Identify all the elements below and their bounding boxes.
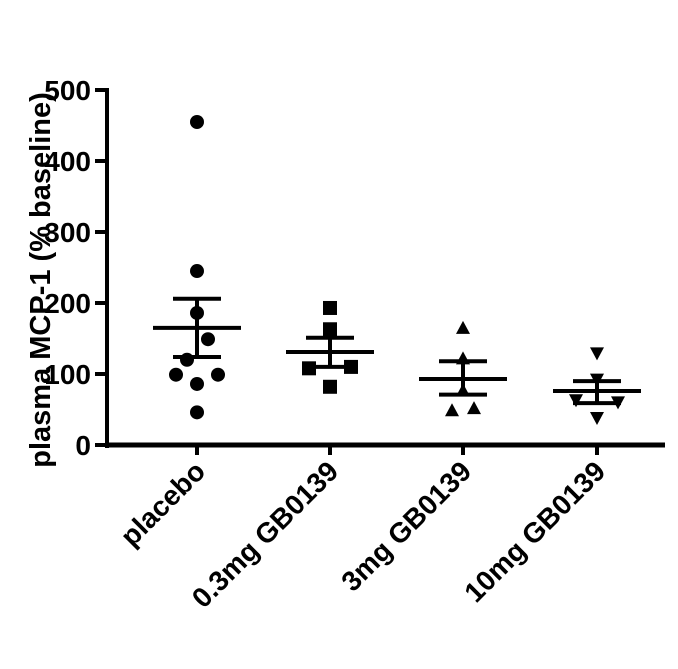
x-tick-label: 0.3mg GB0139 — [186, 455, 344, 613]
data-point — [211, 367, 225, 382]
data-point — [302, 361, 316, 376]
series-10mg-gb0139 — [553, 347, 641, 426]
data-point — [611, 396, 625, 410]
x-tick-label: 3mg GB0139 — [335, 455, 477, 597]
data-point — [190, 114, 204, 129]
data-point — [190, 264, 204, 279]
y-tick-label: 400 — [44, 146, 91, 177]
y-axis-label: plasma MCP-1 (% baseline) — [25, 92, 57, 468]
data-point — [569, 394, 583, 408]
y-tick-label: 100 — [44, 359, 91, 390]
data-point — [323, 322, 337, 337]
data-marks — [153, 114, 641, 426]
data-point — [590, 412, 604, 426]
y-tick-label: 200 — [44, 288, 91, 319]
y-tick-label: 500 — [44, 75, 91, 106]
data-point — [456, 351, 470, 365]
series-3mg-gb0139 — [419, 320, 507, 417]
data-point — [445, 403, 459, 417]
data-point — [180, 352, 194, 367]
y-tick-label: 0 — [75, 430, 91, 461]
data-point — [169, 367, 183, 382]
y-tick-label: 300 — [44, 217, 91, 248]
data-point — [190, 376, 204, 391]
series-0-3mg-gb0139 — [286, 300, 374, 394]
data-point — [323, 379, 337, 394]
data-point — [456, 383, 470, 397]
data-point — [323, 300, 337, 315]
x-tick-label: placebo — [115, 455, 212, 552]
data-point — [344, 359, 358, 374]
series-placebo — [153, 114, 241, 420]
y-axis: 0 100 200 300 400 500 — [44, 75, 109, 461]
data-point — [456, 320, 470, 334]
x-tick-label: 10mg GB0139 — [458, 455, 611, 608]
data-point — [590, 373, 604, 387]
data-point — [467, 401, 481, 415]
data-point — [590, 347, 604, 361]
data-point — [190, 405, 204, 420]
data-point — [201, 332, 215, 347]
data-point — [190, 305, 204, 320]
